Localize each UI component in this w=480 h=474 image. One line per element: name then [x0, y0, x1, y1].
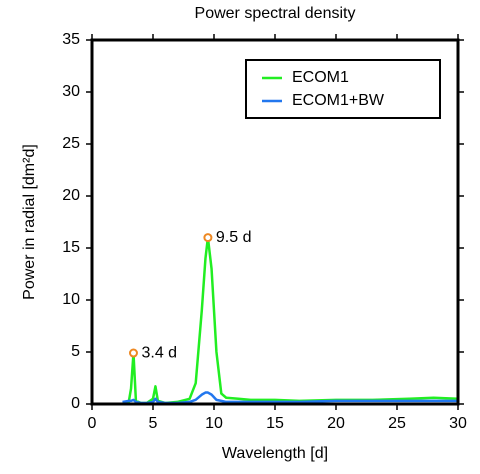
x-tick-label: 20	[327, 415, 345, 432]
plot-frame	[90, 38, 460, 406]
legend-label: ECOM1+BW	[292, 92, 385, 109]
legend-box	[245, 59, 441, 119]
annotation: 9.5 d	[216, 229, 252, 246]
x-tick-label: 25	[388, 415, 406, 432]
y-tick-label: 25	[62, 135, 80, 152]
y-axis-label: Power in radial [dm²d]	[21, 144, 38, 300]
x-tick-label: 0	[88, 415, 97, 432]
y-tick-label: 15	[62, 239, 80, 256]
y-tick-label: 35	[62, 31, 80, 48]
peak-marker	[203, 233, 213, 243]
y-tick-label: 5	[71, 343, 80, 360]
x-tick-label: 30	[449, 415, 467, 432]
y-tick-label: 10	[62, 291, 80, 308]
y-tick-label: 20	[62, 187, 80, 204]
x-axis-label: Wavelength [d]	[222, 445, 328, 462]
y-tick-label: 30	[62, 83, 80, 100]
x-tick-label: 10	[205, 415, 223, 432]
peak-marker	[128, 348, 138, 358]
legend-label: ECOM1	[292, 69, 349, 86]
chart-title: Power spectral density	[195, 5, 356, 22]
series-line	[122, 236, 459, 405]
annotation: 3.4 d	[141, 344, 177, 361]
x-tick-label: 5	[149, 415, 158, 432]
x-tick-label: 15	[266, 415, 284, 432]
y-tick-label: 0	[71, 395, 80, 412]
